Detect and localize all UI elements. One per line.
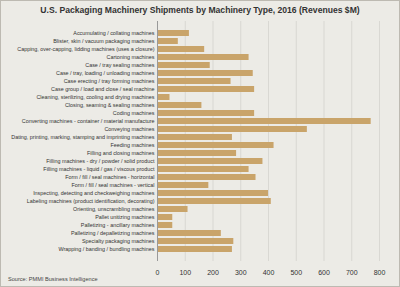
svg-text:Form / fill / seal machines -: Form / fill / seal machines - horizontal	[65, 174, 154, 180]
svg-text:Dating, printing, marking, sta: Dating, printing, marking, stamping and …	[11, 134, 155, 140]
svg-text:100: 100	[179, 269, 191, 275]
svg-text:Cartoning machines: Cartoning machines	[107, 54, 155, 60]
svg-text:Capping, over-capping, lidding: Capping, over-capping, lidding machines …	[17, 46, 154, 52]
svg-text:Closing, seaming & sealing mac: Closing, seaming & sealing machines	[65, 102, 155, 108]
html-text:U.S. Packaging Machinery Shipm: U.S. Packaging Machinery Shipments by Ma…	[40, 5, 360, 15]
svg-text:Specialty packaging machines: Specialty packaging machines	[82, 238, 155, 244]
svg-text:800: 800	[374, 269, 386, 275]
svg-text:Case group / load and close /: Case group / load and close / seal machi…	[51, 86, 154, 92]
svg-text:Case / tray, loading / unloadi: Case / tray, loading / unloading machine…	[56, 70, 155, 76]
svg-text:Pallet unitizing machines: Pallet unitizing machines	[95, 214, 155, 220]
svg-text:Orienting, unscrambling machin: Orienting, unscrambling machines	[73, 206, 155, 212]
svg-text:0: 0	[156, 269, 160, 275]
svg-text:Form / fill / seal machines -: Form / fill / seal machines - vertical	[72, 182, 155, 188]
svg-text:Conveying machines: Conveying machines	[104, 126, 154, 132]
svg-text:Labeling machines (product ide: Labeling machines (product identificatio…	[27, 198, 155, 204]
svg-text:Case / tray sealing machines: Case / tray sealing machines	[85, 62, 155, 68]
svg-text:Accumulating / collating machi: Accumulating / collating machines	[73, 30, 155, 36]
svg-text:400: 400	[263, 269, 275, 275]
svg-text:Cleaning, sterilizing, cooling: Cleaning, sterilizing, cooling and dryin…	[36, 94, 154, 100]
svg-text:700: 700	[346, 269, 358, 275]
svg-text:600: 600	[318, 269, 330, 275]
svg-text:300: 300	[235, 269, 247, 275]
svg-text:Wrapping / banding / bundling: Wrapping / banding / bundling machines	[58, 246, 154, 252]
svg-text:Palletizing - ancillary machin: Palletizing - ancillary machines	[81, 222, 155, 228]
html-text:Source: PMMI Business Intellig: Source: PMMI Business Intelligence	[8, 276, 98, 282]
svg-text:Blister, skin / vacuum packagi: Blister, skin / vacuum packaging machine…	[53, 38, 155, 44]
svg-text:200: 200	[207, 269, 219, 275]
svg-text:Case erecting / tray forming m: Case erecting / tray forming machines	[64, 78, 155, 84]
svg-text:Filling machines - dry / powde: Filling machines - dry / powder / solid …	[46, 158, 155, 164]
svg-text:Coding machines: Coding machines	[113, 110, 155, 116]
svg-text:Feeding machines: Feeding machines	[110, 142, 154, 148]
svg-text:Filling and closing machines: Filling and closing machines	[87, 150, 155, 156]
svg-text:500: 500	[290, 269, 302, 275]
svg-text:Palletizing / depalletizing ma: Palletizing / depalletizing machines	[71, 230, 155, 236]
svg-text:Converting machines - containe: Converting machines - container / materi…	[22, 118, 155, 124]
svg-text:Inspecting, detecting and chec: Inspecting, detecting and checkweighing …	[33, 190, 155, 196]
svg-text:Filling machines - liquid / ga: Filling machines - liquid / gas / viscou…	[43, 166, 155, 172]
